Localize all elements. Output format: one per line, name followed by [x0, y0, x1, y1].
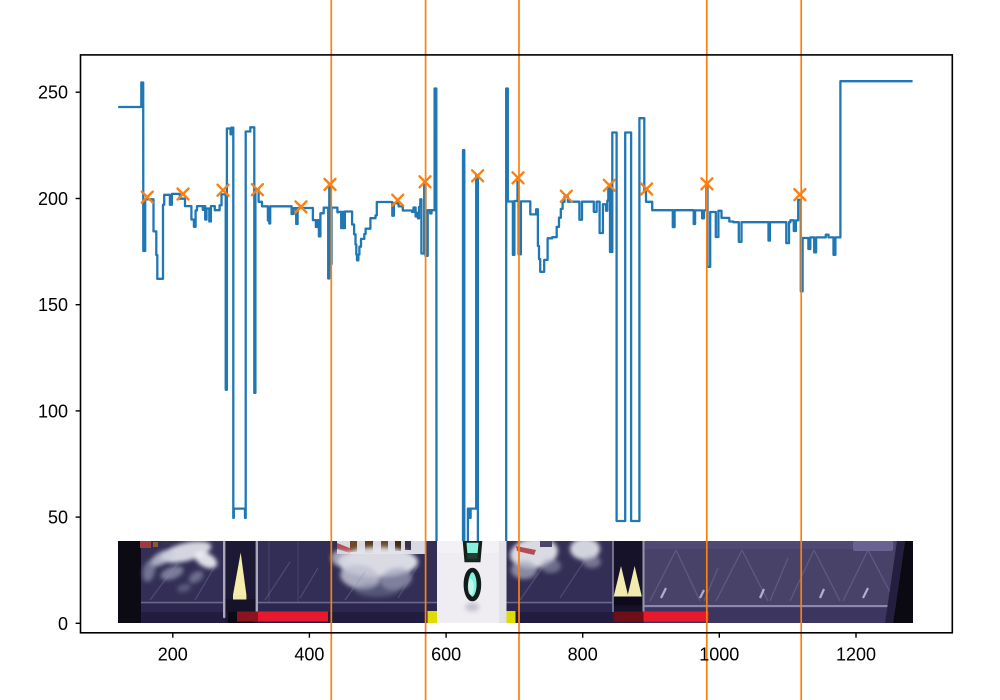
svg-text:600: 600	[431, 645, 461, 665]
svg-text:200: 200	[158, 645, 188, 665]
svg-text:100: 100	[38, 401, 68, 421]
svg-text:400: 400	[294, 645, 324, 665]
svg-text:200: 200	[38, 189, 68, 209]
svg-text:50: 50	[48, 508, 68, 528]
svg-text:0: 0	[58, 614, 68, 634]
svg-text:1000: 1000	[699, 645, 739, 665]
svg-text:250: 250	[38, 83, 68, 103]
svg-text:800: 800	[568, 645, 598, 665]
svg-text:1200: 1200	[836, 645, 876, 665]
svg-text:150: 150	[38, 295, 68, 315]
